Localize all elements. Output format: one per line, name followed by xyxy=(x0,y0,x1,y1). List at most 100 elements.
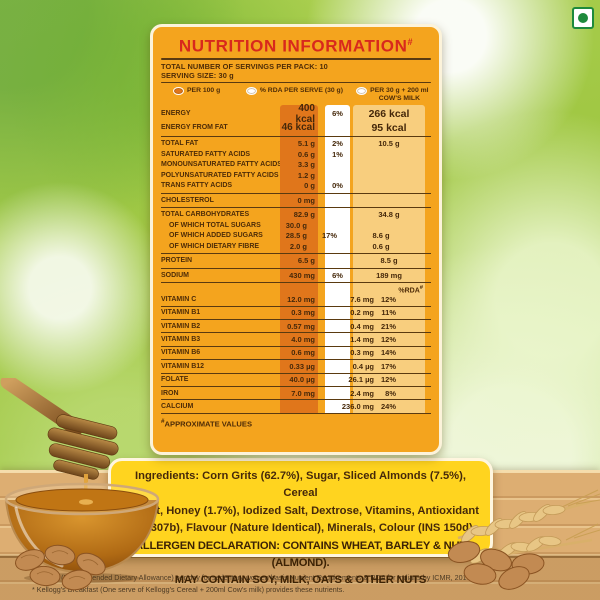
legend-per-100g: PER 100 g xyxy=(161,87,246,103)
allergen-line: MAY CONTAIN SOY, MILK, OATS & OTHER NUTS xyxy=(174,574,427,587)
value-with-milk: 95 kcal xyxy=(371,121,407,134)
table-row: TOTAL FAT 5.1 g 2% 10.5 g xyxy=(161,139,431,150)
value-with-milk: 8.5 g xyxy=(380,256,398,266)
nutrient-name: MONOUNSATURATED FATTY ACIDS xyxy=(161,161,280,169)
table-section: CHOLESTEROL 0 mg xyxy=(161,194,431,209)
value-with-milk: 189 mg xyxy=(376,270,402,280)
legend-with-milk: PER 30 g + 200 ml COW'S MILK xyxy=(356,87,431,103)
table-row: ENERGY FROM FAT 46 kcal 95 kcal xyxy=(161,121,431,135)
value-per-100g: 0.6 mg xyxy=(291,348,315,358)
value-per-100g: 0.33 µg xyxy=(289,361,315,371)
nutrient-name: TOTAL FAT xyxy=(161,140,199,148)
table-section: PROTEIN 6.5 g 8.5 g xyxy=(161,254,431,269)
value-per-100g: 4.0 mg xyxy=(291,335,315,345)
table-row: OF WHICH DIETARY FIBRE 2.0 g 0.6 g xyxy=(161,241,431,252)
value-with-milk: 34.8 g xyxy=(378,210,400,220)
value-rda-percent: 14% xyxy=(380,348,396,358)
value-with-milk: 10.5 g xyxy=(378,139,400,149)
allergen-line: ALLERGEN DECLARATION: CONTAINS WHEAT, BA… xyxy=(135,539,466,570)
value-rda-percent: 17% xyxy=(321,231,337,241)
radio-empty-icon xyxy=(356,87,368,96)
nutrition-information-card: NUTRITION INFORMATION# TOTAL NUMBER OF S… xyxy=(150,24,442,455)
vitamin-row: VITAMIN C 12.0 mg 7.6 mg 12% xyxy=(161,293,431,307)
nutrient-name: OF WHICH TOTAL SUGARS xyxy=(169,221,261,229)
almonds-illustration xyxy=(447,540,545,590)
value-per-100g: 0 mg xyxy=(297,195,315,205)
radio-empty-icon xyxy=(245,87,257,96)
nutrient-name: ENERGY FROM FAT xyxy=(161,124,228,132)
legend-label: PER 100 g xyxy=(187,87,221,95)
value-rda-percent: 12% xyxy=(380,375,396,385)
approximate-values-note: #APPROXIMATE VALUES xyxy=(161,418,431,429)
value-per-100g: 1.2 g xyxy=(297,170,315,180)
ingredients-label: Ingredients: xyxy=(135,470,203,482)
nutrient-name: POLYUNSATURATED FATTY ACIDS xyxy=(161,171,279,179)
value-rda-percent: 1% xyxy=(332,149,343,159)
value-with-milk: 2.4 mg xyxy=(350,388,374,398)
footnote-line: #% RDA (Recommended Dietary Allowance) p… xyxy=(32,573,473,582)
serving-size: SERVING SIZE: 30 g xyxy=(161,71,234,81)
value-per-100g: 6.5 g xyxy=(297,256,315,266)
table-row: TRANS FATTY ACIDS 0 g 0% xyxy=(161,181,431,192)
footnote-line: * Kellogg's Breakfast (One serve of Kell… xyxy=(32,584,345,594)
legend-label: % RDA PER SERVE (30 g) xyxy=(259,87,343,95)
value-per-100g: 82.9 g xyxy=(293,210,315,220)
nutrition-table-rows: ENERGY 400 kcal 6% 266 kcal ENERGY FROM FAT 4… xyxy=(161,103,431,414)
legend-rda-per-serve: % RDA PER SERVE (30 g) xyxy=(245,87,356,103)
value-with-milk: 0.2 mg xyxy=(350,308,374,318)
value-per-100g: 0 g xyxy=(304,181,315,191)
value-with-milk: 0.3 mg xyxy=(350,348,374,358)
nutrient-name: SATURATED FATTY ACIDS xyxy=(161,150,251,158)
vitamin-rda-header: %RDA# xyxy=(398,285,423,295)
nutrient-name: VITAMIN B3 xyxy=(161,336,201,344)
card-title: NUTRITION INFORMATION# xyxy=(161,32,431,57)
table-row: ENERGY 400 kcal 6% 266 kcal xyxy=(161,103,431,125)
value-per-100g: 0.57 mg xyxy=(287,321,315,331)
radio-filled-icon xyxy=(173,87,184,96)
value-rda-percent: 12% xyxy=(380,294,396,304)
table-row: POLYUNSATURATED FATTY ACIDS 1.2 g xyxy=(161,170,431,181)
ingredients-line: Ingredients: Corn Grits (62.7%), Sugar, … xyxy=(135,470,466,500)
nutrient-name: FOLATE xyxy=(161,376,189,384)
nutrient-name: CALCIUM xyxy=(161,402,194,410)
vitamin-row: VITAMIN B6 0.6 mg 0.3 mg 14% xyxy=(161,347,431,361)
column-legend: PER 100 g % RDA PER SERVE (30 g) PER 30 … xyxy=(161,87,431,103)
value-per-100g: 46 kcal xyxy=(281,122,315,134)
value-rda-percent: 2% xyxy=(332,139,343,149)
nutrient-name: VITAMIN B12 xyxy=(161,362,205,370)
value-with-milk: 7.6 mg xyxy=(350,294,374,304)
table-row: PROTEIN 6.5 g 8.5 g xyxy=(161,256,431,267)
table-section: TOTAL FAT 5.1 g 2% 10.5 g SATURATED FATTY AC… xyxy=(161,137,431,194)
table-section: SODIUM 430 mg 6% 189 mg xyxy=(161,269,431,284)
value-rda-percent: 0% xyxy=(332,181,343,191)
nutrient-name: OF WHICH DIETARY FIBRE xyxy=(169,242,260,250)
value-with-milk: 0.4 mg xyxy=(350,321,374,331)
value-rda-percent: 11% xyxy=(381,308,396,318)
table-section: ENERGY 400 kcal 6% 266 kcal ENERGY FROM FAT 4… xyxy=(161,103,431,138)
table-row: MONOUNSATURATED FATTY ACIDS 3.3 g xyxy=(161,160,431,171)
table-section: TOTAL CARBOHYDRATES 82.9 g 34.8 g OF WHICH … xyxy=(161,208,431,255)
value-per-100g: 40.0 µg xyxy=(289,375,315,385)
ingredients-line: Extract, Honey (1.7%), Iodized Salt, Dex… xyxy=(122,504,479,517)
value-with-milk: 236.0 mg xyxy=(341,401,374,411)
value-per-100g: 430 mg xyxy=(289,270,315,280)
divider xyxy=(161,57,431,60)
value-per-100g: 400 kcal xyxy=(295,102,315,125)
almonds-illustration xyxy=(15,544,106,591)
card-title-text: NUTRITION INFORMATION xyxy=(178,36,408,56)
value-with-milk: 266 kcal xyxy=(368,107,410,120)
vitamin-row: VITAMIN B12 0.33 µg 0.4 µg 17% xyxy=(161,360,431,374)
nutrition-table: ENERGY 400 kcal 6% 266 kcal ENERGY FROM FAT 4… xyxy=(161,103,431,414)
value-per-100g: 3.3 g xyxy=(297,160,315,170)
servings-per-pack: TOTAL NUMBER OF SERVINGS PER PACK: 10 xyxy=(161,61,328,71)
ingredients-lines: Ingredients: Corn Grits (62.7%), Sugar, … xyxy=(121,468,480,590)
table-row: OF WHICH ADDED SUGARS 28.5 g 17% 8.6 g xyxy=(161,231,431,242)
divider xyxy=(161,81,431,84)
vitamin-row: VITAMIN B2 0.57 mg 0.4 mg 21% xyxy=(161,320,431,334)
nutrient-name: PROTEIN xyxy=(161,257,193,265)
value-per-100g: 5.1 g xyxy=(297,139,315,149)
nutrient-name: VITAMIN B2 xyxy=(161,322,201,330)
value-rda-percent: 24% xyxy=(380,401,396,411)
nutrient-name: VITAMIN C xyxy=(161,295,197,303)
